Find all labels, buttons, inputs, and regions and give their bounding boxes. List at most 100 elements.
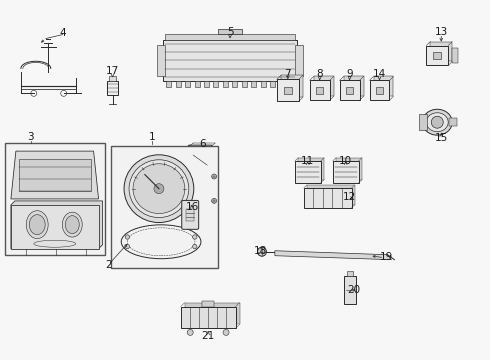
Polygon shape bbox=[11, 151, 98, 199]
Text: 9: 9 bbox=[346, 69, 353, 80]
Bar bbox=[11, 205, 98, 249]
Circle shape bbox=[193, 244, 197, 249]
Bar bbox=[346, 271, 353, 276]
Bar bbox=[111, 146, 218, 268]
Bar bbox=[333, 161, 359, 183]
Bar bbox=[163, 40, 297, 81]
Text: 14: 14 bbox=[373, 69, 386, 80]
Bar bbox=[279, 81, 284, 87]
Circle shape bbox=[154, 184, 164, 194]
Bar bbox=[198, 173, 202, 178]
Ellipse shape bbox=[65, 216, 79, 234]
Bar bbox=[376, 87, 383, 94]
Bar bbox=[289, 81, 294, 87]
Bar bbox=[166, 81, 172, 87]
Bar bbox=[214, 81, 219, 87]
Bar bbox=[343, 76, 364, 96]
Bar bbox=[185, 302, 240, 324]
Bar bbox=[304, 188, 352, 208]
Bar bbox=[449, 118, 457, 126]
Bar bbox=[5, 143, 104, 255]
Text: 16: 16 bbox=[186, 202, 199, 212]
Circle shape bbox=[125, 235, 129, 239]
Bar bbox=[336, 158, 362, 180]
Ellipse shape bbox=[124, 155, 194, 222]
Ellipse shape bbox=[62, 212, 82, 237]
Bar bbox=[218, 28, 242, 33]
Bar bbox=[186, 209, 194, 221]
Text: 8: 8 bbox=[317, 69, 323, 80]
Polygon shape bbox=[275, 251, 392, 260]
Bar bbox=[314, 76, 334, 96]
Bar bbox=[223, 81, 228, 87]
Bar bbox=[185, 81, 190, 87]
Text: 18: 18 bbox=[253, 246, 267, 256]
Circle shape bbox=[212, 198, 217, 203]
Circle shape bbox=[212, 174, 217, 179]
Bar bbox=[165, 33, 295, 40]
Ellipse shape bbox=[129, 160, 189, 217]
Circle shape bbox=[257, 247, 267, 256]
Bar bbox=[434, 51, 441, 59]
Bar bbox=[270, 81, 275, 87]
FancyBboxPatch shape bbox=[188, 145, 212, 175]
Circle shape bbox=[431, 116, 443, 128]
Bar bbox=[310, 80, 330, 100]
Text: 3: 3 bbox=[27, 132, 34, 142]
Bar bbox=[108, 76, 117, 81]
Text: 13: 13 bbox=[435, 27, 448, 37]
Bar bbox=[284, 86, 292, 94]
Bar bbox=[307, 185, 355, 205]
Text: 15: 15 bbox=[435, 133, 448, 143]
Text: 10: 10 bbox=[339, 156, 352, 166]
Bar bbox=[298, 158, 324, 180]
Bar bbox=[251, 81, 256, 87]
Bar bbox=[430, 41, 452, 62]
Ellipse shape bbox=[426, 113, 448, 132]
Text: 17: 17 bbox=[106, 67, 119, 76]
Bar bbox=[419, 114, 427, 130]
Text: 19: 19 bbox=[380, 252, 393, 262]
Bar bbox=[373, 76, 393, 96]
Ellipse shape bbox=[26, 211, 48, 239]
Text: 7: 7 bbox=[285, 69, 291, 80]
Bar bbox=[281, 75, 303, 97]
Bar bbox=[242, 81, 246, 87]
Text: 6: 6 bbox=[199, 139, 205, 149]
Text: 1: 1 bbox=[149, 132, 156, 142]
Ellipse shape bbox=[29, 215, 45, 235]
FancyBboxPatch shape bbox=[182, 201, 198, 229]
Text: 12: 12 bbox=[343, 192, 356, 202]
Text: 11: 11 bbox=[301, 156, 315, 166]
Polygon shape bbox=[11, 201, 102, 249]
Bar bbox=[346, 87, 353, 94]
Circle shape bbox=[223, 329, 229, 336]
Ellipse shape bbox=[133, 164, 185, 213]
Bar bbox=[316, 87, 323, 94]
Text: 20: 20 bbox=[347, 284, 360, 294]
Bar bbox=[452, 48, 458, 63]
Circle shape bbox=[187, 329, 193, 336]
Text: 21: 21 bbox=[201, 332, 215, 341]
Text: 5: 5 bbox=[227, 27, 233, 37]
Bar bbox=[192, 173, 196, 178]
Bar bbox=[176, 81, 181, 87]
Bar bbox=[232, 81, 237, 87]
Circle shape bbox=[196, 151, 204, 159]
Text: 4: 4 bbox=[59, 28, 66, 37]
Bar bbox=[157, 45, 165, 76]
Circle shape bbox=[125, 244, 129, 249]
Bar bbox=[204, 81, 209, 87]
Bar bbox=[343, 276, 356, 303]
Circle shape bbox=[193, 235, 197, 239]
Bar bbox=[426, 45, 448, 66]
Bar bbox=[277, 80, 299, 101]
Bar bbox=[202, 301, 214, 306]
Bar bbox=[181, 306, 236, 328]
Bar bbox=[369, 80, 390, 100]
Bar bbox=[19, 159, 91, 191]
Bar bbox=[261, 81, 266, 87]
Bar bbox=[340, 80, 360, 100]
Ellipse shape bbox=[422, 109, 452, 135]
Bar bbox=[295, 45, 303, 76]
